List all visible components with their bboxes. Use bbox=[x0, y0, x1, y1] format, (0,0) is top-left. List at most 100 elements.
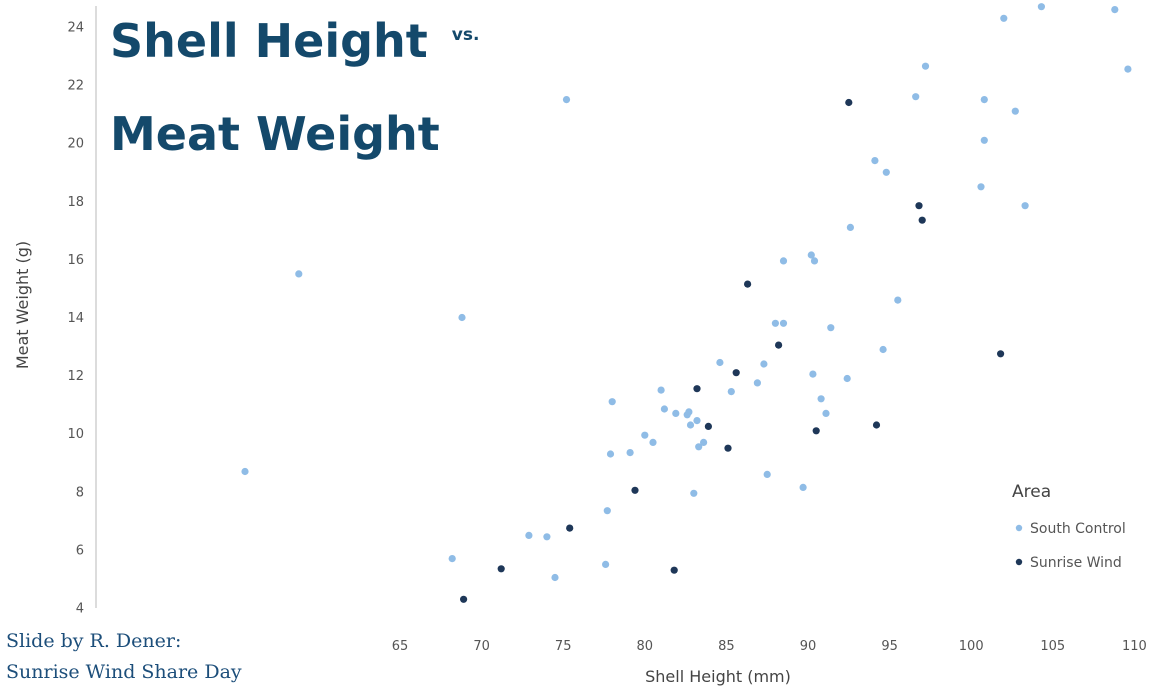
data-point-south-control bbox=[1037, 3, 1045, 11]
data-point-south-control bbox=[649, 438, 657, 446]
chart-title-line2: Meat Weight bbox=[110, 107, 440, 161]
data-point-south-control bbox=[977, 183, 985, 191]
x-tick-label: 110 bbox=[1122, 639, 1147, 654]
data-point-south-control bbox=[817, 395, 825, 403]
data-point-south-control bbox=[846, 223, 855, 231]
data-point-south-control bbox=[1111, 6, 1119, 14]
x-axis-title: Shell Height (mm) bbox=[645, 667, 791, 686]
data-point-sunrise-wind bbox=[775, 341, 783, 349]
data-point-south-control bbox=[753, 379, 762, 387]
data-point-south-control bbox=[685, 408, 693, 416]
data-point-south-control bbox=[843, 374, 851, 383]
data-point-sunrise-wind bbox=[724, 444, 732, 452]
data-point-sunrise-wind bbox=[704, 422, 713, 430]
data-point-sunrise-wind bbox=[460, 595, 468, 603]
data-point-south-control bbox=[458, 313, 466, 322]
chart-title-line1: Shell Height vs. bbox=[110, 14, 479, 68]
slide-credit: Slide by R. Dener: Sunrise Wind Share Da… bbox=[6, 626, 242, 688]
chart-title-suffix: vs. bbox=[452, 25, 480, 45]
data-point-south-control bbox=[700, 438, 708, 446]
data-point-sunrise-wind bbox=[845, 98, 853, 107]
y-tick-label: 18 bbox=[67, 195, 84, 210]
data-point-sunrise-wind bbox=[744, 280, 752, 288]
data-point-south-control bbox=[882, 168, 890, 176]
data-point-south-control bbox=[809, 370, 817, 378]
y-axis-title: Meat Weight (g) bbox=[13, 241, 32, 369]
data-point-south-control bbox=[626, 449, 634, 457]
x-tick-label: 75 bbox=[555, 639, 572, 654]
legend-swatch-sunrise-wind bbox=[1015, 558, 1023, 566]
data-point-south-control bbox=[1011, 107, 1019, 115]
data-point-south-control bbox=[690, 489, 698, 497]
data-point-south-control bbox=[871, 157, 879, 165]
legend: Area South Control Sunrise Wind bbox=[1012, 482, 1126, 571]
y-tick-label: 12 bbox=[67, 369, 84, 384]
data-point-sunrise-wind bbox=[918, 216, 926, 224]
x-tick-label: 70 bbox=[473, 639, 490, 654]
data-point-sunrise-wind bbox=[915, 202, 923, 210]
data-point-south-control bbox=[827, 324, 835, 332]
data-point-south-control bbox=[1000, 14, 1008, 22]
x-tick-label: 95 bbox=[881, 639, 898, 654]
y-tick-label: 6 bbox=[76, 543, 84, 558]
data-point-south-control bbox=[602, 560, 610, 569]
data-point-sunrise-wind bbox=[566, 524, 574, 532]
y-tick-label: 4 bbox=[76, 602, 84, 617]
data-point-south-control bbox=[894, 296, 902, 304]
data-point-south-control bbox=[551, 573, 559, 582]
data-point-south-control bbox=[672, 409, 680, 417]
data-point-south-control bbox=[1124, 65, 1132, 73]
data-point-south-control bbox=[295, 270, 303, 278]
data-point-south-control bbox=[641, 431, 649, 439]
y-tick-labels: 4 6 8 10 12 14 16 18 20 22 24 bbox=[67, 21, 84, 617]
data-point-south-control bbox=[716, 358, 724, 367]
data-point-south-control bbox=[657, 386, 665, 394]
y-tick-label: 8 bbox=[76, 485, 84, 500]
x-tick-label: 80 bbox=[637, 639, 654, 654]
slide-credit-line2: Sunrise Wind Share Day bbox=[6, 661, 242, 683]
slide-credit-line1: Slide by R. Dener: bbox=[6, 630, 182, 652]
x-tick-label: 90 bbox=[800, 639, 817, 654]
data-point-south-control bbox=[606, 450, 615, 458]
legend-label-south-control: South Control bbox=[1030, 521, 1126, 537]
data-point-south-control bbox=[921, 62, 930, 70]
data-point-south-control bbox=[727, 388, 735, 396]
legend-label-sunrise-wind: Sunrise Wind bbox=[1030, 555, 1122, 571]
legend-title: Area bbox=[1012, 482, 1051, 502]
data-point-south-control bbox=[912, 93, 920, 101]
x-tick-label: 65 bbox=[392, 639, 409, 654]
y-tick-label: 14 bbox=[67, 311, 84, 326]
data-point-south-control bbox=[779, 257, 788, 265]
data-point-south-control bbox=[525, 531, 533, 540]
data-point-south-control bbox=[810, 257, 819, 265]
x-tick-label: 85 bbox=[718, 639, 735, 654]
data-point-south-control bbox=[799, 483, 807, 491]
chart-title-main: Shell Height bbox=[110, 14, 428, 68]
data-point-south-control bbox=[603, 507, 611, 515]
data-point-south-control bbox=[760, 360, 768, 368]
x-tick-labels: 65 70 75 80 85 90 95 100 105 110 bbox=[392, 639, 1147, 654]
y-tick-label: 24 bbox=[67, 21, 84, 36]
data-point-south-control bbox=[695, 443, 703, 451]
data-point-south-control bbox=[448, 555, 456, 563]
data-point-south-control bbox=[660, 405, 669, 413]
data-point-sunrise-wind bbox=[812, 427, 820, 435]
data-point-south-control bbox=[763, 470, 771, 478]
y-tick-label: 10 bbox=[67, 427, 84, 442]
data-point-south-control bbox=[771, 319, 780, 327]
legend-swatch-south-control bbox=[1015, 524, 1023, 532]
data-point-south-control bbox=[807, 251, 815, 259]
y-tick-label: 20 bbox=[67, 137, 84, 152]
data-point-south-control bbox=[879, 345, 887, 354]
data-point-south-control bbox=[543, 533, 551, 541]
data-point-sunrise-wind bbox=[631, 486, 639, 494]
data-point-sunrise-wind bbox=[732, 369, 740, 377]
y-tick-label: 16 bbox=[67, 253, 84, 268]
data-point-south-control bbox=[608, 398, 616, 406]
points-layer bbox=[241, 3, 1132, 603]
data-point-south-control bbox=[1021, 202, 1029, 210]
data-point-sunrise-wind bbox=[670, 566, 678, 574]
data-point-south-control bbox=[686, 421, 695, 429]
data-point-south-control bbox=[980, 136, 988, 144]
data-point-sunrise-wind bbox=[872, 421, 881, 429]
